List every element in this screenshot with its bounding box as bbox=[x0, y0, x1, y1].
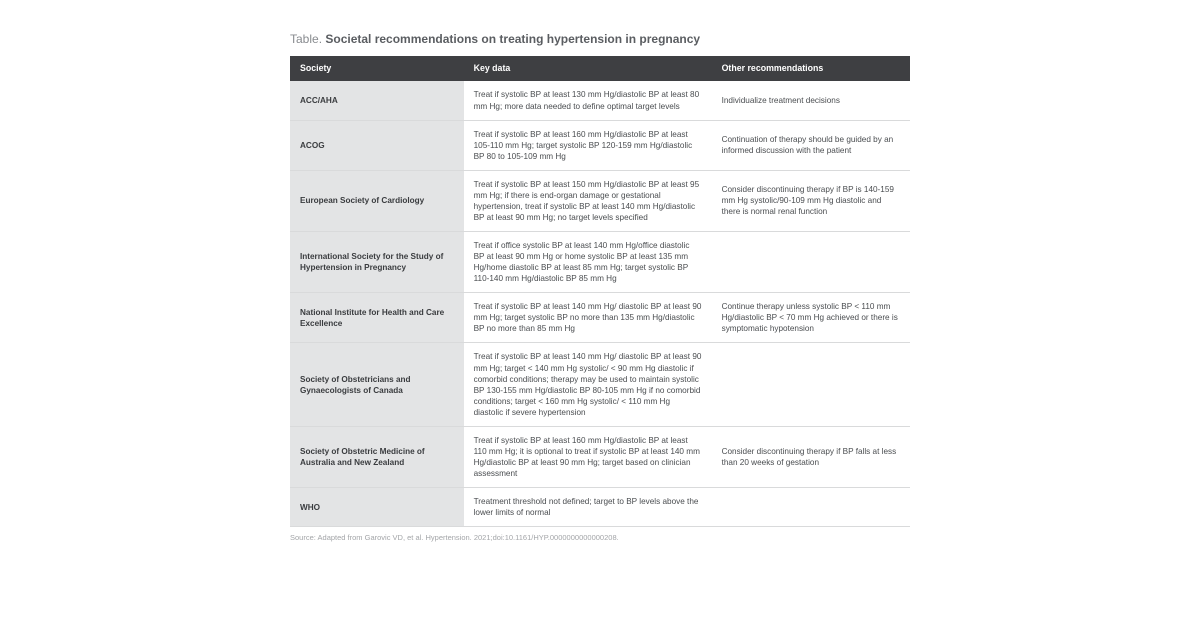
col-keydata: Key data bbox=[464, 56, 712, 82]
table-caption: Table. Societal recommendations on treat… bbox=[290, 32, 910, 48]
cell-society: WHO bbox=[290, 488, 464, 527]
cell-keydata: Treat if office systolic BP at least 140… bbox=[464, 232, 712, 293]
cell-keydata: Treat if systolic BP at least 130 mm Hg/… bbox=[464, 81, 712, 120]
table-header-row: Society Key data Other recommendations bbox=[290, 56, 910, 82]
cell-other: Consider discontinuing therapy if BP is … bbox=[712, 170, 910, 231]
caption-prefix: Table. bbox=[290, 32, 325, 46]
cell-other: Continuation of therapy should be guided… bbox=[712, 120, 910, 170]
cell-other bbox=[712, 232, 910, 293]
cell-keydata: Treat if systolic BP at least 140 mm Hg/… bbox=[464, 293, 712, 343]
table-row: Society of Obstetric Medicine of Austral… bbox=[290, 426, 910, 487]
cell-society: ACOG bbox=[290, 120, 464, 170]
recommendations-table: Society Key data Other recommendations A… bbox=[290, 56, 910, 528]
cell-other: Consider discontinuing therapy if BP fal… bbox=[712, 426, 910, 487]
table-container: Table. Societal recommendations on treat… bbox=[290, 32, 910, 542]
table-row: Society of Obstetricians and Gynaecologi… bbox=[290, 343, 910, 426]
table-source: Source: Adapted from Garovic VD, et al. … bbox=[290, 533, 910, 542]
col-society: Society bbox=[290, 56, 464, 82]
cell-society: Society of Obstetric Medicine of Austral… bbox=[290, 426, 464, 487]
table-row: International Society for the Study of H… bbox=[290, 232, 910, 293]
cell-other: Continue therapy unless systolic BP < 11… bbox=[712, 293, 910, 343]
cell-society: ACC/AHA bbox=[290, 81, 464, 120]
cell-other bbox=[712, 488, 910, 527]
cell-keydata: Treat if systolic BP at least 160 mm Hg/… bbox=[464, 120, 712, 170]
cell-society: International Society for the Study of H… bbox=[290, 232, 464, 293]
cell-keydata: Treat if systolic BP at least 160 mm Hg/… bbox=[464, 426, 712, 487]
caption-title: Societal recommendations on treating hyp… bbox=[325, 32, 700, 46]
cell-society: European Society of Cardiology bbox=[290, 170, 464, 231]
cell-other: Individualize treatment decisions bbox=[712, 81, 910, 120]
cell-society: National Institute for Health and Care E… bbox=[290, 293, 464, 343]
cell-other bbox=[712, 343, 910, 426]
cell-keydata: Treat if systolic BP at least 140 mm Hg/… bbox=[464, 343, 712, 426]
col-other: Other recommendations bbox=[712, 56, 910, 82]
cell-keydata: Treatment threshold not defined; target … bbox=[464, 488, 712, 527]
table-row: National Institute for Health and Care E… bbox=[290, 293, 910, 343]
table-row: ACOG Treat if systolic BP at least 160 m… bbox=[290, 120, 910, 170]
table-row: European Society of Cardiology Treat if … bbox=[290, 170, 910, 231]
table-row: WHO Treatment threshold not defined; tar… bbox=[290, 488, 910, 527]
cell-keydata: Treat if systolic BP at least 150 mm Hg/… bbox=[464, 170, 712, 231]
table-row: ACC/AHA Treat if systolic BP at least 13… bbox=[290, 81, 910, 120]
cell-society: Society of Obstetricians and Gynaecologi… bbox=[290, 343, 464, 426]
